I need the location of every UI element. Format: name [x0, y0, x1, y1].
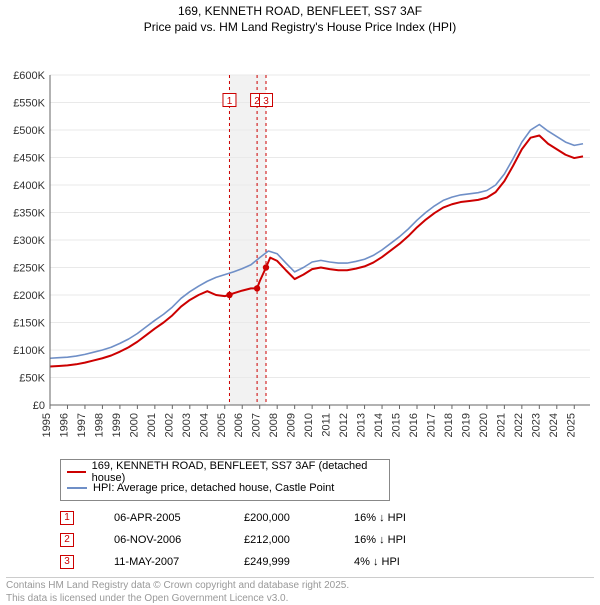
svg-text:1997: 1997	[76, 413, 88, 437]
svg-text:1999: 1999	[111, 413, 123, 437]
sale-price: £212,000	[244, 534, 314, 546]
svg-text:2010: 2010	[303, 413, 315, 437]
svg-text:2011: 2011	[321, 413, 333, 437]
sale-price: £249,999	[244, 556, 314, 568]
svg-text:2008: 2008	[268, 413, 280, 437]
svg-text:2020: 2020	[478, 413, 490, 437]
credits-line: This data is licensed under the Open Gov…	[6, 593, 594, 605]
svg-text:2002: 2002	[163, 413, 175, 437]
svg-text:2001: 2001	[146, 413, 158, 437]
sale-row: 1 06-APR-2005 £200,000 16% ↓ HPI	[60, 507, 592, 529]
svg-text:2009: 2009	[286, 413, 298, 437]
legend: 169, KENNETH ROAD, BENFLEET, SS7 3AF (de…	[60, 459, 390, 501]
svg-text:£100K: £100K	[13, 345, 45, 357]
svg-text:£150K: £150K	[13, 318, 45, 330]
title-line1: 169, KENNETH ROAD, BENFLEET, SS7 3AF	[0, 0, 600, 20]
svg-text:2003: 2003	[181, 413, 193, 437]
sale-date: 11-MAY-2007	[114, 556, 204, 568]
sale-marker-icon: 3	[60, 555, 74, 569]
credits-line: Contains HM Land Registry data © Crown c…	[6, 580, 594, 593]
svg-text:£350K: £350K	[13, 208, 45, 220]
sale-marker-icon: 1	[60, 511, 74, 525]
svg-text:1995: 1995	[41, 413, 53, 437]
credits: Contains HM Land Registry data © Crown c…	[6, 577, 594, 605]
svg-text:£600K: £600K	[13, 70, 45, 82]
svg-text:1996: 1996	[58, 413, 70, 437]
sale-delta: 16% ↓ HPI	[354, 534, 444, 546]
svg-text:2005: 2005	[216, 413, 228, 437]
svg-text:£400K: £400K	[13, 180, 45, 192]
svg-text:£50K: £50K	[19, 373, 45, 385]
title-line2: Price paid vs. HM Land Registry's House …	[0, 20, 600, 36]
svg-text:2007: 2007	[251, 413, 263, 437]
sale-row: 3 11-MAY-2007 £249,999 4% ↓ HPI	[60, 551, 592, 573]
svg-text:£550K: £550K	[13, 98, 45, 110]
svg-text:2019: 2019	[460, 413, 472, 437]
svg-text:£0: £0	[33, 400, 45, 412]
sales-table: 1 06-APR-2005 £200,000 16% ↓ HPI 2 06-NO…	[60, 507, 592, 573]
sale-price: £200,000	[244, 512, 314, 524]
svg-text:2004: 2004	[198, 413, 210, 437]
sale-delta: 16% ↓ HPI	[354, 512, 444, 524]
svg-text:3: 3	[263, 96, 269, 107]
svg-text:2025: 2025	[565, 413, 577, 437]
sale-row: 2 06-NOV-2006 £212,000 16% ↓ HPI	[60, 529, 592, 551]
svg-text:2000: 2000	[128, 413, 140, 437]
legend-item-price-paid: 169, KENNETH ROAD, BENFLEET, SS7 3AF (de…	[67, 464, 383, 480]
svg-text:2016: 2016	[408, 413, 420, 437]
legend-label: 169, KENNETH ROAD, BENFLEET, SS7 3AF (de…	[92, 460, 383, 484]
svg-text:£500K: £500K	[13, 125, 45, 137]
svg-text:2023: 2023	[530, 413, 542, 437]
legend-swatch	[67, 471, 86, 473]
svg-text:2018: 2018	[443, 413, 455, 437]
legend-label: HPI: Average price, detached house, Cast…	[93, 482, 334, 494]
svg-text:2006: 2006	[233, 413, 245, 437]
sale-date: 06-APR-2005	[114, 512, 204, 524]
svg-text:2017: 2017	[425, 413, 437, 437]
svg-text:1998: 1998	[93, 413, 105, 437]
svg-text:£300K: £300K	[13, 235, 45, 247]
svg-text:2013: 2013	[356, 413, 368, 437]
svg-text:2022: 2022	[513, 413, 525, 437]
svg-text:1: 1	[227, 96, 233, 107]
svg-text:£250K: £250K	[13, 263, 45, 275]
svg-text:£450K: £450K	[13, 153, 45, 165]
legend-swatch	[67, 487, 87, 489]
svg-text:2015: 2015	[391, 413, 403, 437]
svg-text:2012: 2012	[338, 413, 350, 437]
svg-text:£200K: £200K	[13, 290, 45, 302]
svg-text:2024: 2024	[548, 413, 560, 437]
svg-text:2021: 2021	[495, 413, 507, 437]
sale-date: 06-NOV-2006	[114, 534, 204, 546]
price-chart: £0 £50K £100K £150K £200K £250K £300K £350K £400…	[0, 35, 600, 455]
sale-marker-icon: 2	[60, 533, 74, 547]
sale-delta: 4% ↓ HPI	[354, 556, 444, 568]
svg-text:2014: 2014	[373, 413, 385, 437]
